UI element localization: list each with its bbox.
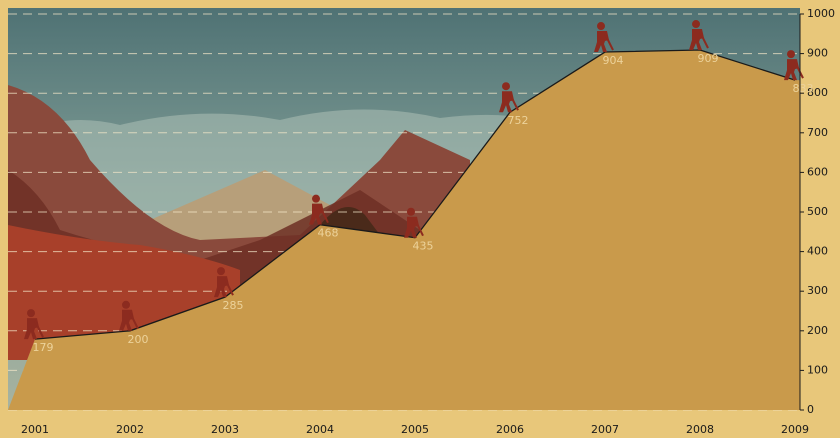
y-tick-label: 1000 bbox=[807, 7, 835, 20]
value-label: 833 bbox=[793, 82, 814, 95]
worker-pick bbox=[699, 31, 709, 49]
y-tick-label: 0 bbox=[807, 403, 814, 416]
y-tick-label: 400 bbox=[807, 245, 828, 258]
y-tick-label: 800 bbox=[807, 86, 828, 99]
value-label: 909 bbox=[698, 52, 719, 65]
x-tick-label: 2003 bbox=[211, 423, 239, 436]
area bbox=[8, 50, 800, 410]
worker-icon bbox=[404, 207, 424, 238]
worker-icon bbox=[309, 194, 329, 225]
worker-icon bbox=[24, 309, 44, 340]
worker-pick bbox=[34, 320, 44, 338]
worker-pick bbox=[414, 219, 424, 237]
worker-pick bbox=[129, 312, 139, 330]
worker-head bbox=[27, 309, 35, 318]
value-label: 904 bbox=[603, 54, 624, 67]
x-tick-label: 2005 bbox=[401, 423, 429, 436]
worker-icon bbox=[214, 267, 234, 298]
worker-head bbox=[787, 50, 795, 59]
worker-icon bbox=[594, 22, 614, 53]
x-tick-label: 2008 bbox=[686, 423, 714, 436]
y-tick-label: 100 bbox=[807, 363, 828, 376]
worker-head bbox=[217, 267, 225, 276]
x-tick-label: 2007 bbox=[591, 423, 619, 436]
worker-icon bbox=[784, 50, 804, 81]
worker-icon bbox=[499, 82, 519, 113]
x-tick-label: 2006 bbox=[496, 423, 524, 436]
y-tick-label: 200 bbox=[807, 324, 828, 337]
value-label: 179 bbox=[33, 341, 54, 354]
worker-head bbox=[312, 194, 320, 203]
worker-head bbox=[692, 20, 700, 29]
worker-head bbox=[502, 82, 510, 91]
worker-pick bbox=[794, 61, 804, 79]
x-tick-label: 2002 bbox=[116, 423, 144, 436]
worker-icon bbox=[119, 300, 139, 331]
worker-head bbox=[122, 300, 130, 309]
value-label: 468 bbox=[318, 227, 339, 240]
y-tick-label: 700 bbox=[807, 126, 828, 139]
worker-head bbox=[407, 207, 415, 216]
worker-pick bbox=[319, 206, 329, 224]
y-tick-label: 600 bbox=[807, 165, 828, 178]
value-label: 752 bbox=[508, 114, 529, 127]
value-label: 200 bbox=[128, 333, 149, 346]
x-tick-label: 2001 bbox=[21, 423, 49, 436]
y-tick-label: 500 bbox=[807, 205, 828, 218]
worker-pick bbox=[224, 278, 234, 296]
x-tick-label: 2004 bbox=[306, 423, 334, 436]
y-tick-label: 300 bbox=[807, 284, 828, 297]
y-tick-label: 900 bbox=[807, 47, 828, 60]
worker-icon bbox=[689, 20, 709, 51]
worker-pick bbox=[604, 33, 614, 51]
worker-pick bbox=[509, 93, 519, 111]
x-tick-label: 2009 bbox=[781, 423, 809, 436]
value-label: 285 bbox=[223, 299, 244, 312]
value-label: 435 bbox=[413, 240, 434, 253]
worker-head bbox=[597, 22, 605, 31]
marks bbox=[8, 20, 804, 410]
